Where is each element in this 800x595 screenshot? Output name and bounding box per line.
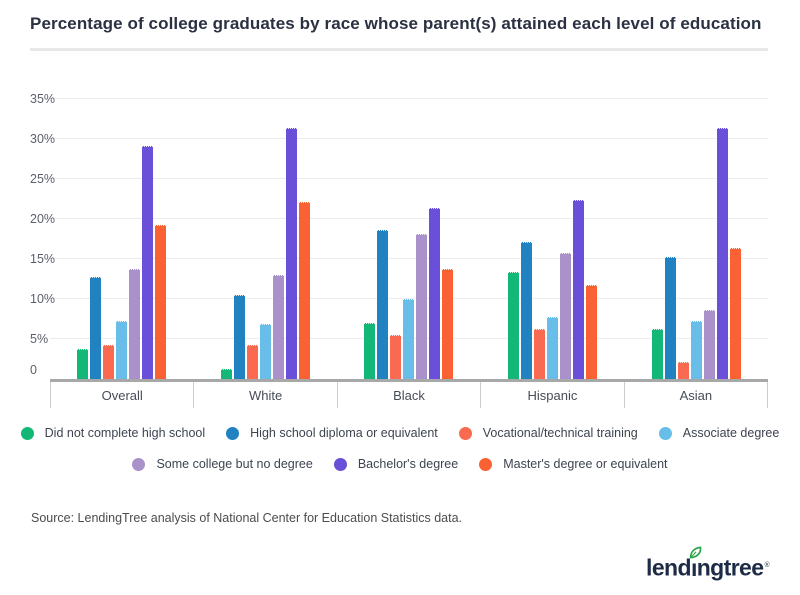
bar bbox=[298, 202, 310, 379]
logo-letter-i: ı bbox=[689, 546, 702, 581]
bar bbox=[259, 323, 271, 379]
y-axis-label: 20% bbox=[30, 211, 56, 226]
bar bbox=[521, 242, 533, 379]
gridline bbox=[50, 138, 768, 139]
bar bbox=[103, 345, 115, 379]
lendingtree-logo: lendı ngtree® bbox=[646, 546, 770, 581]
bar bbox=[416, 234, 428, 379]
legend-color-dot bbox=[132, 457, 146, 471]
bar bbox=[155, 225, 167, 379]
chart-title: Percentage of college graduates by race … bbox=[30, 14, 762, 33]
bar bbox=[677, 362, 689, 379]
legend-color-dot bbox=[458, 426, 472, 440]
legend-label: Some college but no degree bbox=[156, 457, 313, 471]
legend-item: Bachelor's degree bbox=[333, 457, 459, 471]
gridline bbox=[50, 98, 768, 99]
plot-area: 0 5% 10% 15% 20% 25% 30% 35% bbox=[30, 83, 768, 382]
bar bbox=[285, 127, 297, 379]
gridline bbox=[50, 178, 768, 179]
gridline bbox=[50, 258, 768, 259]
category-label-asian: Asian bbox=[623, 382, 769, 408]
bar bbox=[364, 323, 376, 379]
y-axis-label: 35% bbox=[30, 91, 56, 106]
bar bbox=[129, 269, 141, 379]
bar bbox=[390, 335, 402, 379]
legend-item: Master's degree or equivalent bbox=[479, 457, 668, 471]
bar bbox=[246, 345, 258, 379]
legend-color-dot bbox=[479, 457, 493, 471]
bar-group-white bbox=[194, 83, 338, 379]
bar bbox=[220, 369, 232, 379]
bar-group-overall bbox=[50, 83, 194, 379]
category-label-hispanic: Hispanic bbox=[480, 382, 623, 408]
legend-item: High school diploma or equivalent bbox=[226, 426, 438, 440]
legend-label: Bachelor's degree bbox=[357, 457, 459, 471]
legend-item: Vocational/technical training bbox=[458, 426, 638, 440]
bar bbox=[142, 146, 154, 379]
bar-group-hispanic bbox=[481, 83, 625, 379]
bar bbox=[508, 271, 520, 379]
bar-group-asian bbox=[624, 83, 768, 379]
legend-row: Did not complete high school High school … bbox=[20, 426, 780, 440]
legend-label: High school diploma or equivalent bbox=[250, 426, 438, 440]
bar bbox=[664, 256, 676, 379]
bar bbox=[377, 230, 389, 379]
bar bbox=[90, 276, 102, 379]
legend-label: Associate degree bbox=[682, 426, 780, 440]
legend-row: Some college but no degree Bachelor's deg… bbox=[132, 457, 668, 471]
source-note: Source: LendingTree analysis of National… bbox=[31, 511, 463, 525]
bar bbox=[272, 275, 284, 379]
legend-color-dot bbox=[658, 426, 672, 440]
bar bbox=[651, 329, 663, 379]
y-axis-label: 15% bbox=[30, 251, 56, 266]
bar-group-black bbox=[337, 83, 481, 379]
legend-color-dot bbox=[333, 457, 347, 471]
leaf-icon bbox=[689, 546, 702, 559]
category-label-white: White bbox=[193, 382, 336, 408]
legend-item: Did not complete high school bbox=[20, 426, 206, 440]
bar bbox=[77, 349, 89, 379]
bar bbox=[586, 284, 598, 379]
y-axis-label: 30% bbox=[30, 131, 56, 146]
category-label-overall: Overall bbox=[50, 382, 193, 408]
bar bbox=[233, 295, 245, 379]
bar bbox=[442, 268, 454, 379]
y-axis-label: 0 bbox=[30, 363, 37, 377]
bar bbox=[573, 199, 585, 379]
legend-label: Vocational/technical training bbox=[482, 426, 638, 440]
y-axis-label: 25% bbox=[30, 171, 56, 186]
registered-mark: ® bbox=[764, 562, 769, 569]
logo-text-part2: ngtree bbox=[696, 554, 764, 581]
legend-item: Associate degree bbox=[658, 426, 780, 440]
y-axis-label: 10% bbox=[30, 291, 56, 306]
legend-color-dot bbox=[226, 426, 240, 440]
gridline bbox=[50, 298, 768, 299]
gridline bbox=[50, 218, 768, 219]
legend: Did not complete high school High school … bbox=[0, 426, 800, 471]
bar bbox=[116, 320, 128, 379]
y-axis-label: 5% bbox=[30, 331, 49, 346]
legend-item: Some college but no degree bbox=[132, 457, 313, 471]
x-axis-category-row: Overall White Black Hispanic Asian bbox=[50, 382, 769, 408]
chart: 0 5% 10% 15% 20% 25% 30% 35% Overall White Black H… bbox=[30, 83, 770, 415]
bar bbox=[560, 252, 572, 379]
title-divider bbox=[30, 48, 768, 51]
category-label-black: Black bbox=[336, 382, 480, 408]
bar bbox=[716, 127, 728, 379]
bar bbox=[729, 247, 741, 379]
logo-text-part1: lend bbox=[646, 554, 691, 581]
bar bbox=[403, 299, 415, 379]
bar bbox=[690, 320, 702, 379]
bar bbox=[703, 310, 715, 379]
legend-label: Did not complete high school bbox=[44, 426, 206, 440]
bar bbox=[429, 207, 441, 379]
bar bbox=[534, 329, 546, 379]
bar bbox=[547, 316, 559, 379]
legend-color-dot bbox=[20, 426, 34, 440]
legend-label: Master's degree or equivalent bbox=[503, 457, 668, 471]
bar-groups bbox=[50, 83, 768, 379]
